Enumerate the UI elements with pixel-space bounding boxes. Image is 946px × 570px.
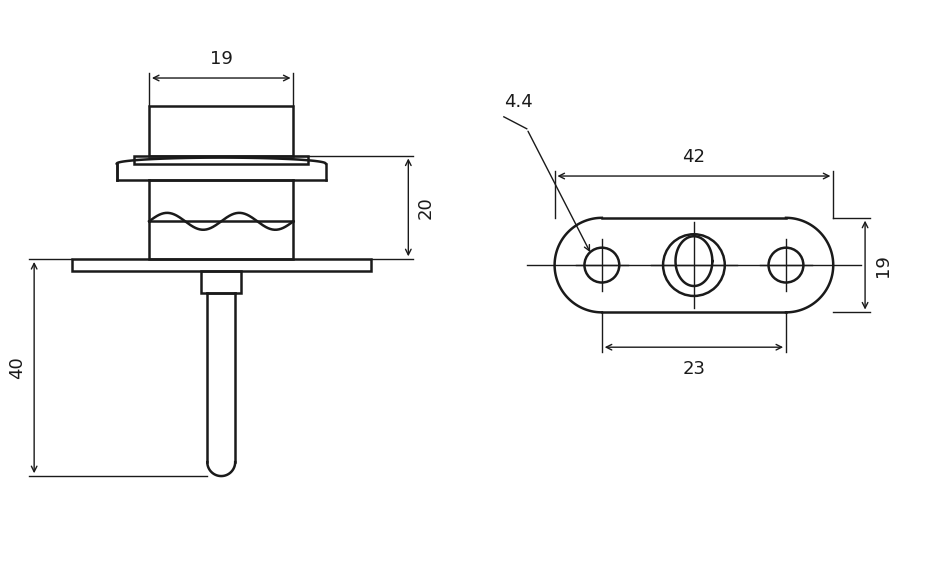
Text: 19: 19: [874, 254, 892, 276]
Text: 23: 23: [682, 360, 706, 378]
Text: 4.4: 4.4: [504, 93, 533, 111]
Text: 40: 40: [9, 356, 26, 379]
Text: 19: 19: [210, 50, 233, 68]
Text: 20: 20: [416, 196, 434, 219]
Text: 42: 42: [682, 148, 706, 166]
